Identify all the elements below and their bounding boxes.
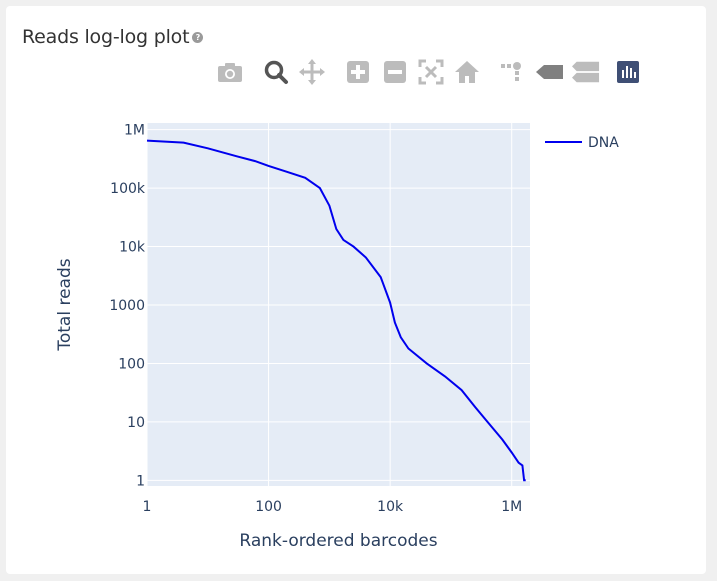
spike-lines-icon[interactable] [497,58,525,86]
y-tick-label: 1 [136,473,145,489]
zoom-out-icon[interactable] [381,58,409,86]
zoom-icon[interactable] [262,58,290,86]
x-axis-title: Rank-ordered barcodes [239,531,437,551]
y-axis-ticks: 1 10 100 1000 10k 100k 1M [109,123,146,490]
autoscale-icon[interactable] [417,58,445,86]
card-title-text: Reads log-log plot [22,26,190,48]
pan-icon[interactable] [298,58,326,86]
hover-closest-icon[interactable] [536,58,564,86]
y-axis-title: Total reads [55,258,75,351]
series-line-dna [146,139,526,482]
y-tick-label: 10k [119,240,146,256]
y-tick-label: 100 [118,356,145,372]
y-tick-label: 10 [127,415,145,431]
reset-axes-icon[interactable] [453,58,481,86]
plotly-logo-icon[interactable] [614,58,642,86]
legend[interactable]: DNA [545,135,619,151]
y-tick-label: 100k [110,181,146,197]
zoom-in-icon[interactable] [344,58,372,86]
x-axis-ticks: 1 100 10k 1M [143,499,523,515]
x-tick-label: 1M [501,499,522,515]
modebar [0,58,717,98]
hover-compare-icon[interactable] [572,58,600,86]
x-tick-label: 10k [377,499,404,515]
card-title: Reads log-log plot? [22,26,204,48]
x-tick-label: 100 [255,499,282,515]
question-circle-icon[interactable]: ? [192,32,204,43]
x-tick-label: 1 [143,499,152,515]
y-tick-label: 1M [124,123,145,139]
grid-lines [146,123,530,486]
y-tick-label: 1000 [109,298,145,314]
legend-label-dna: DNA [588,135,619,151]
camera-icon[interactable] [216,58,244,86]
